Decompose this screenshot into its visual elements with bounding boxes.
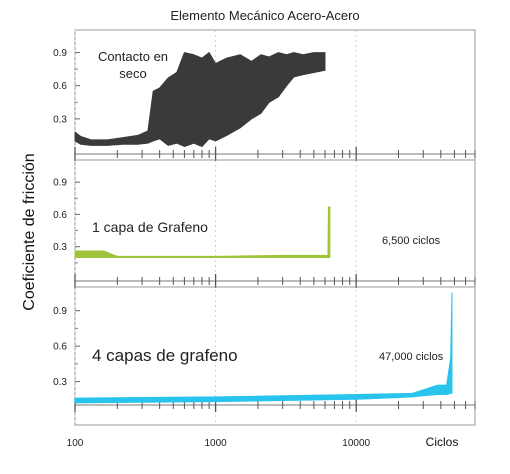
y-tick-label: 0.6 — [53, 210, 67, 221]
panel-annotation: seco — [119, 66, 146, 81]
y-tick-label: 0.3 — [53, 114, 67, 125]
panel-annotation: 6,500 ciclos — [382, 235, 441, 247]
chart-title: Elemento Mecánico Acero-Acero — [170, 8, 359, 23]
chart-panels: 0.3 0.6 0.9 Contacto en seco 0.3 0.6 0.9 1 capa … — [53, 29, 476, 426]
y-tick-label: 0.9 — [53, 178, 67, 189]
series-band-3 — [74, 292, 453, 404]
panel-annotation: 1 capa de Grafeno — [92, 219, 208, 235]
y-tick-label: 0.3 — [53, 377, 67, 388]
y-axis-label: Coeficiente de fricción — [21, 153, 38, 310]
x-tick-label: 1000 — [204, 438, 227, 449]
panel-2: 0.3 0.6 0.9 1 capa de Grafeno 6,500 ciclos — [53, 159, 476, 288]
panel-annotation: 4 capas de grafeno — [92, 346, 238, 365]
panel-annotation: Contacto en — [98, 49, 168, 64]
y-tick-label: 0.6 — [53, 342, 67, 353]
panel-annotation: 47,000 ciclos — [379, 351, 444, 363]
panel-3: 0.3 0.6 0.9 4 capas de grafeno 47,000 ciclos — [53, 286, 476, 412]
x-axis-label: Ciclos — [426, 435, 459, 449]
panel-1: 0.3 0.6 0.9 Contacto en seco — [53, 48, 476, 161]
y-tick-label: 0.6 — [53, 81, 67, 92]
y-tick-label: 0.9 — [53, 306, 67, 317]
x-tick-label: 100 — [67, 438, 84, 449]
y-tick-label: 0.3 — [53, 242, 67, 253]
chart-frame — [74, 29, 476, 426]
x-axis-tick-labels: 100 1000 10000 — [67, 438, 371, 449]
x-tick-label: 10000 — [342, 438, 370, 449]
series-band-2 — [74, 206, 331, 258]
y-tick-label: 0.9 — [53, 48, 67, 59]
series-band-1 — [74, 52, 326, 147]
